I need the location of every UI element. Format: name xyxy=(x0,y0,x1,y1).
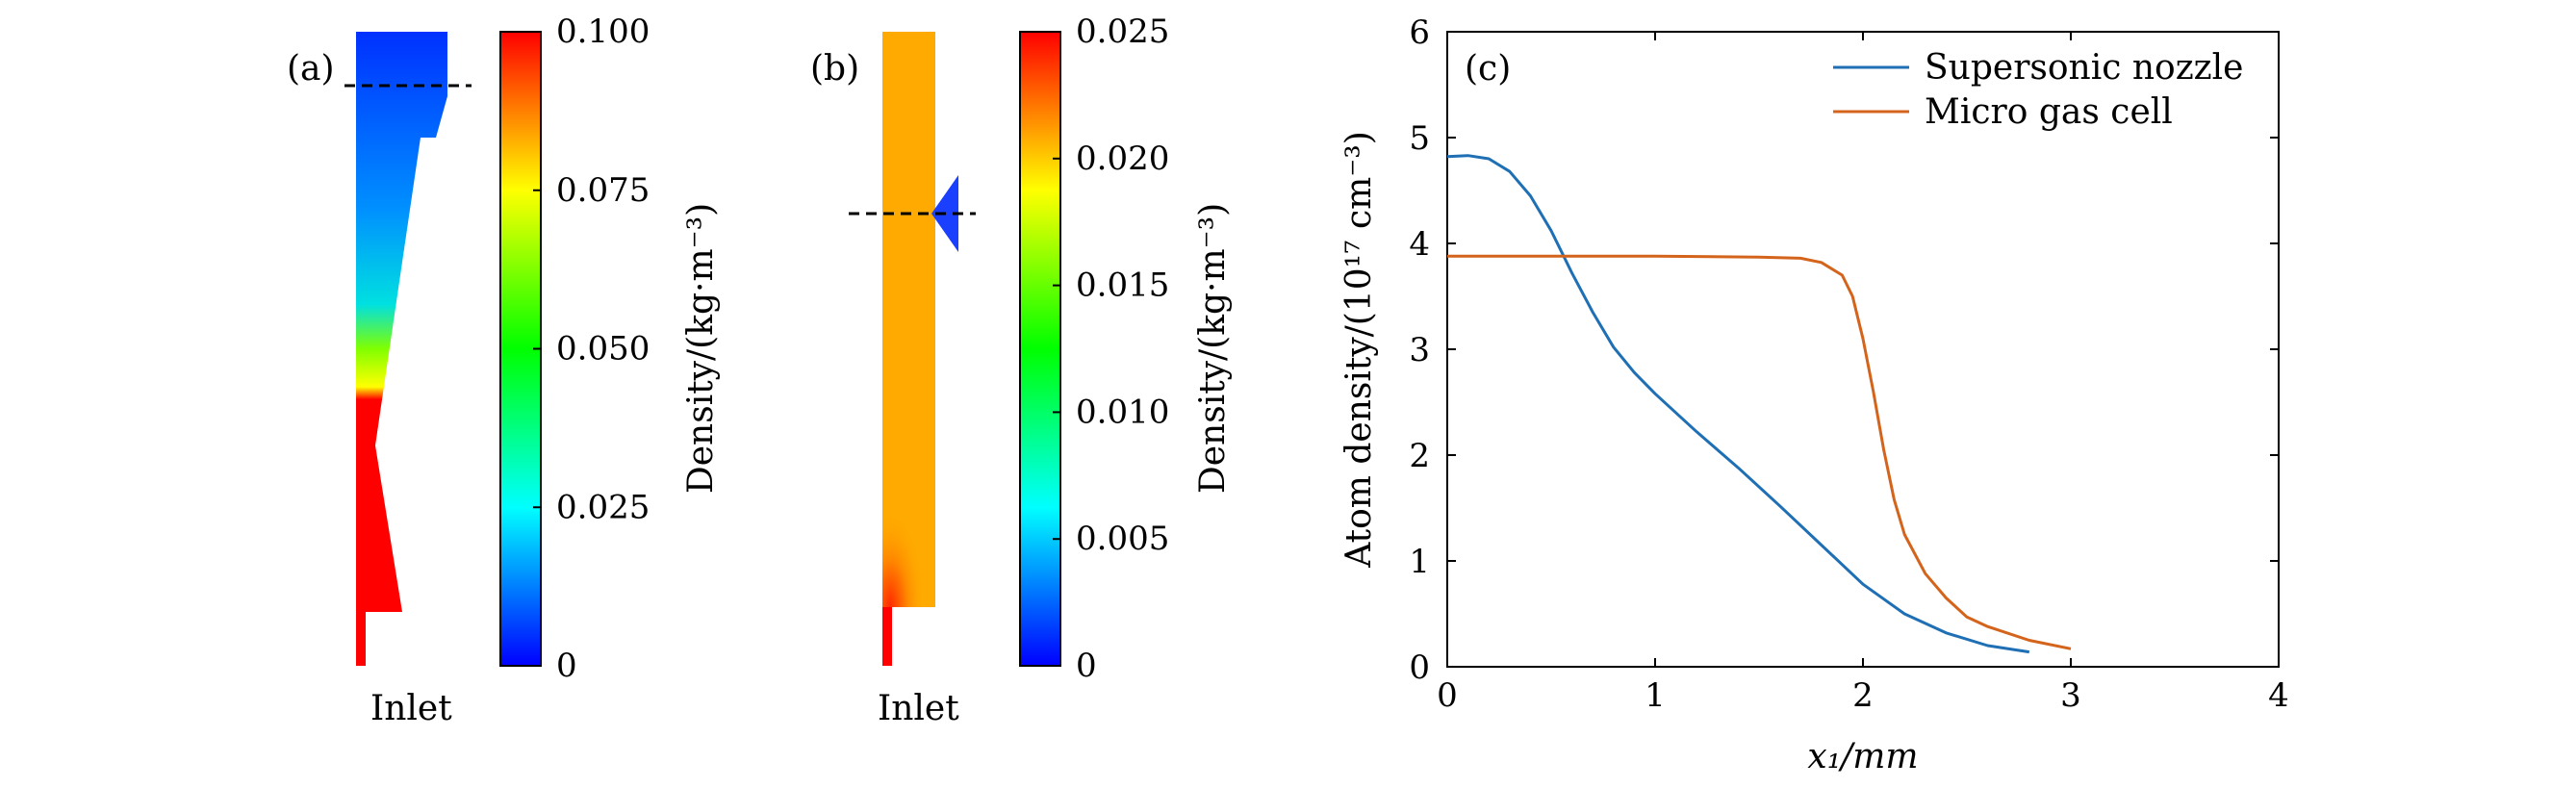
nozzle-density-field xyxy=(356,32,447,666)
y-tick-label: 5 xyxy=(1409,119,1430,158)
colorbar-b: 0.025 0.020 0.015 0.010 0.005 0 xyxy=(1019,13,1169,685)
panel-c: (c) 0 1 2 3 4 0 1 2 3 4 5 6 Supersonic nozzleMicro … xyxy=(1339,13,2289,776)
panel-c-label: (c) xyxy=(1465,49,1511,89)
panel-a: (a) Inlet 0.100 0.075 0.050 0.025 0 Density/… xyxy=(287,13,721,728)
colorbar-b-tick-label: 0.015 xyxy=(1076,267,1169,305)
colorbar-a-tick-label: 0.050 xyxy=(556,330,650,369)
legend-label: Supersonic nozzle xyxy=(1925,48,2243,88)
y-tick-label: 4 xyxy=(1409,225,1430,264)
y-tick-label: 3 xyxy=(1409,331,1430,369)
x-tick-label: 2 xyxy=(1852,676,1874,715)
series-line-supersonic-nozzle xyxy=(1446,154,2030,654)
cell-inlet-label: Inlet xyxy=(878,689,959,728)
y-tick-label: 6 xyxy=(1409,13,1430,52)
colorbar-b-tick-label: 0.005 xyxy=(1076,520,1169,558)
y-tick-label: 0 xyxy=(1409,648,1430,687)
panel-b: (b) Inlet 0.025 0.020 0.015 0.010 0.005 0 Den… xyxy=(810,13,1233,728)
x-axis-label: x₁/mm xyxy=(1807,737,1918,776)
panel-a-label: (a) xyxy=(287,49,335,89)
legend-label: Micro gas cell xyxy=(1925,92,2173,132)
colorbar-a-tick-label: 0.025 xyxy=(556,488,650,526)
colorbar-b-tick-label: 0.010 xyxy=(1076,393,1169,431)
x-tick-label: 4 xyxy=(2268,676,2289,715)
colorbar-b-title: Density/(kg·m⁻³) xyxy=(1193,203,1233,494)
x-tick-label: 3 xyxy=(2060,676,2081,715)
x-tick-label: 0 xyxy=(1437,676,1458,715)
cell-inlet-channel xyxy=(882,607,892,666)
colorbar-b-gradient xyxy=(1019,31,1061,667)
x-tick-label: 1 xyxy=(1645,676,1666,715)
panel-b-label: (b) xyxy=(810,49,859,89)
y-axis-label: Atom density/(10¹⁷ cm⁻³) xyxy=(1339,131,1379,568)
y-tick-label: 1 xyxy=(1409,543,1430,581)
nozzle-inlet-label: Inlet xyxy=(370,689,452,728)
cell-high-density-region xyxy=(882,500,921,607)
colorbar-a-tick-label: 0.100 xyxy=(556,13,650,51)
plot-axes: 0 1 2 3 4 0 1 2 3 4 5 6 xyxy=(1409,13,2288,715)
series-line-micro-gas-cell xyxy=(1447,254,2072,650)
colorbar-a-title: Density/(kg·m⁻³) xyxy=(681,203,721,494)
colorbar-b-tick-label: 0 xyxy=(1076,647,1097,685)
colorbar-b-tick-label: 0.020 xyxy=(1076,140,1169,178)
y-tick-label: 2 xyxy=(1409,437,1430,475)
colorbar-a-tick-label: 0.075 xyxy=(556,171,650,210)
plot-series xyxy=(1446,154,2072,654)
colorbar-b-tick-label: 0.025 xyxy=(1076,13,1169,51)
colorbar-a: 0.100 0.075 0.050 0.025 0 xyxy=(499,13,650,685)
colorbar-a-tick-label: 0 xyxy=(556,647,577,685)
